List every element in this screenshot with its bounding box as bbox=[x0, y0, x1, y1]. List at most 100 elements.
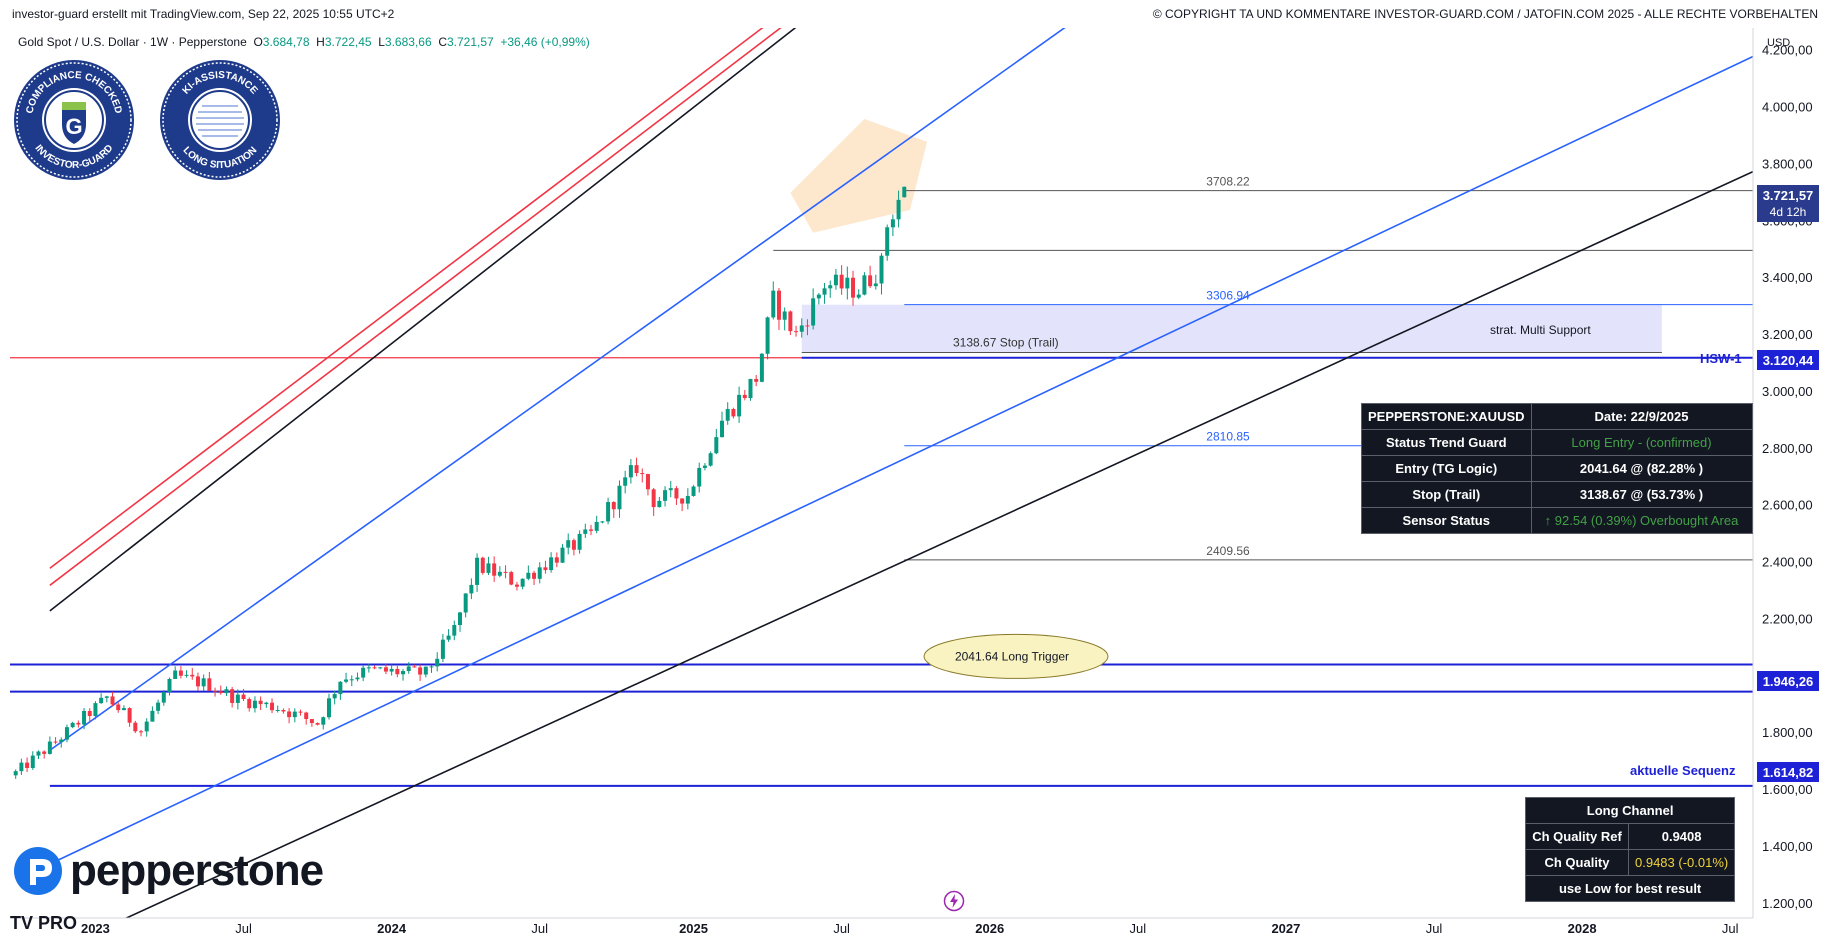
pepperstone-wordmark: pepperstone bbox=[70, 846, 324, 895]
candle-body bbox=[759, 353, 764, 382]
candle-body bbox=[116, 704, 121, 711]
candle-body bbox=[492, 563, 497, 576]
trendline-red-line-2 bbox=[49, 28, 782, 586]
lightning-icon[interactable] bbox=[943, 890, 965, 912]
candle-body bbox=[720, 420, 725, 438]
trendline-black-line-upper bbox=[49, 28, 797, 612]
candle-body bbox=[543, 567, 548, 571]
candle-body bbox=[902, 186, 907, 198]
candle-body bbox=[224, 689, 229, 694]
candle-body bbox=[560, 547, 565, 563]
candle-body bbox=[862, 275, 867, 295]
candle-body bbox=[839, 274, 844, 289]
candle-body bbox=[19, 762, 24, 772]
candle-body bbox=[389, 668, 394, 672]
candle-body bbox=[190, 674, 195, 677]
candle-body bbox=[702, 465, 707, 468]
badge-letter: G bbox=[65, 114, 82, 139]
x-tick-label: Jul bbox=[833, 921, 850, 936]
y-tick-label: 4.200,00 bbox=[1762, 43, 1813, 58]
candle-body bbox=[127, 708, 132, 723]
candle-body bbox=[64, 727, 69, 740]
chart-header-right: © COPYRIGHT TA UND KOMMENTARE INVESTOR-G… bbox=[1152, 7, 1818, 21]
x-tick-label: Jul bbox=[235, 921, 252, 936]
candle-body bbox=[36, 751, 41, 756]
candle-body bbox=[674, 488, 679, 499]
x-tick-label: Jul bbox=[1130, 921, 1147, 936]
candle-body bbox=[429, 666, 434, 668]
candle-body bbox=[583, 529, 588, 534]
candle-body bbox=[315, 723, 320, 725]
candle-body bbox=[537, 567, 542, 579]
candle-body bbox=[475, 557, 480, 585]
candle-body bbox=[708, 453, 713, 466]
candle-body bbox=[509, 572, 514, 585]
candles-layer bbox=[13, 186, 907, 779]
candle-body bbox=[651, 489, 656, 508]
candle-body bbox=[298, 711, 303, 713]
candle-body bbox=[776, 290, 781, 320]
ohlc-legend[interactable]: Gold Spot / U.S. Dollar · 1W · Peppersto… bbox=[18, 35, 590, 49]
candle-body bbox=[133, 722, 138, 732]
candle-body bbox=[634, 465, 639, 474]
candle-body bbox=[600, 521, 605, 523]
candle-body bbox=[338, 681, 343, 695]
candle-body bbox=[121, 708, 126, 711]
hsw-price-tag: 3.120,44 bbox=[1757, 350, 1819, 370]
candle-body bbox=[691, 486, 696, 496]
trendlines-layer bbox=[49, 28, 1753, 918]
candle-body bbox=[235, 694, 240, 703]
status-table: PEPPERSTONE:XAUUSD Date: 22/9/2025 Statu… bbox=[1361, 403, 1753, 534]
candle-body bbox=[270, 702, 275, 711]
candle-body bbox=[110, 696, 115, 705]
candle-body bbox=[663, 490, 668, 501]
y-tick-label: 3.200,00 bbox=[1762, 327, 1813, 342]
candle-body bbox=[252, 700, 257, 709]
y-tick-label: 2.800,00 bbox=[1762, 441, 1813, 456]
level-2409-label: 2409.56 bbox=[1206, 544, 1250, 558]
candle-body bbox=[657, 500, 662, 508]
candle-body bbox=[184, 674, 189, 676]
status-row-label: Stop (Trail) bbox=[1361, 481, 1532, 508]
x-tick-label: 2023 bbox=[81, 921, 110, 936]
candle-body bbox=[59, 739, 64, 743]
status-row-label: Sensor Status bbox=[1361, 507, 1532, 534]
candle-body bbox=[873, 283, 878, 287]
candle-body bbox=[617, 485, 622, 510]
sequence-price-tag: 1.614,82 bbox=[1757, 762, 1819, 782]
candle-body bbox=[851, 277, 856, 298]
chart-header-left: investor-guard erstellt mit TradingView.… bbox=[12, 7, 395, 21]
candle-body bbox=[725, 409, 730, 421]
candle-body bbox=[207, 678, 212, 691]
candle-body bbox=[514, 584, 519, 587]
y-tick-label: 2.600,00 bbox=[1762, 498, 1813, 513]
candle-body bbox=[383, 667, 388, 672]
candle-body bbox=[788, 311, 793, 332]
candle-body bbox=[161, 692, 166, 703]
candle-body bbox=[87, 710, 92, 716]
candle-body bbox=[13, 771, 18, 776]
candle-body bbox=[668, 488, 673, 491]
status-row-value: ↑ 92.54 (0.39%) Overbought Area bbox=[1530, 507, 1753, 534]
candle-body bbox=[680, 498, 685, 504]
symbol-info[interactable]: Gold Spot / U.S. Dollar · 1W · Peppersto… bbox=[18, 35, 247, 49]
candle-body bbox=[173, 670, 178, 679]
trendline-blue-channel-lower bbox=[49, 55, 1753, 865]
y-tick-label: 3.800,00 bbox=[1762, 156, 1813, 171]
candle-body bbox=[178, 670, 183, 676]
candle-body bbox=[344, 679, 349, 682]
candle-body bbox=[589, 529, 593, 531]
y-tick-label: 1.200,00 bbox=[1762, 896, 1813, 911]
candle-body bbox=[606, 502, 611, 522]
y-tick-label: 1.400,00 bbox=[1762, 839, 1813, 854]
stop-trail-label: 3138.67 Stop (Trail) bbox=[953, 336, 1059, 350]
candle-body bbox=[452, 625, 457, 636]
trendline-black-line-lower bbox=[124, 170, 1753, 918]
candle-body bbox=[446, 635, 451, 640]
candle-body bbox=[423, 666, 428, 675]
currency-label: USD bbox=[1767, 37, 1791, 49]
y-tick-label: 2.200,00 bbox=[1762, 611, 1813, 626]
candle-body bbox=[805, 325, 810, 327]
long-trigger-ellipse bbox=[923, 633, 1109, 679]
